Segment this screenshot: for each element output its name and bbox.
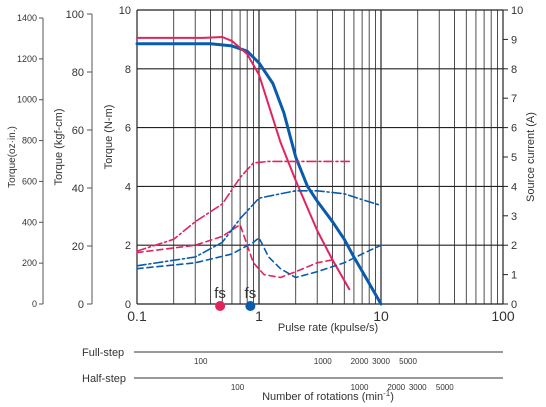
y-tick-label-source-current: 3 [511, 211, 517, 223]
y-tick-label-kgf-cm: 40 [72, 183, 84, 195]
y-tick-label-kgf-cm: 0 [78, 299, 84, 311]
fs-marker-dot-1 [215, 301, 226, 311]
y-tick-label-nm: 6 [125, 123, 131, 135]
y-tick-label-nm: 4 [125, 181, 131, 193]
chart-markers: fs fs [214, 285, 256, 311]
x-tick-label: 100 [491, 308, 515, 324]
x-tick-label: 0.1 [127, 308, 147, 324]
y-tick-label-oz-in: 600 [22, 176, 37, 186]
rpm-tick-label: 1000 [314, 357, 332, 366]
y-tick-label-source-current: 2 [511, 240, 517, 252]
series-line-5 [136, 190, 382, 267]
y-tick-label-source-current: 9 [511, 34, 517, 46]
rpm-tick-label: 2000 [351, 357, 369, 366]
rpm-tick-label: 3000 [372, 357, 390, 366]
rpm-scale-label: Half-step [82, 373, 126, 385]
y-tick-label-source-current: 0 [511, 299, 517, 311]
y-tick-label-source-current: 8 [511, 64, 517, 76]
y-tick-label-kgf-cm: 20 [72, 241, 84, 253]
series-line-3 [136, 160, 351, 252]
y-tick-label-oz-in: 400 [22, 217, 37, 227]
y-tick-label-kgf-cm: 80 [72, 67, 84, 79]
y-tick-label-oz-in: 1200 [17, 54, 37, 64]
rpm-tick-label: 5000 [399, 357, 417, 366]
x-axis-label: Pulse rate (kpulse/s) [278, 322, 378, 334]
fs-marker-dot-2 [245, 301, 256, 311]
y-tick-label-kgf-cm: 100 [66, 9, 84, 21]
y-tick-label-source-current: 10 [511, 5, 523, 17]
rpm-tick-label: 3000 [409, 383, 427, 392]
chart-grid [137, 10, 503, 304]
y-tick-label-source-current: 1 [511, 270, 517, 282]
y-tick-label-source-current: 6 [511, 123, 517, 135]
y-tick-label-nm: 0 [125, 299, 131, 311]
y-axis-label-source-current: Source current (A) [525, 112, 537, 202]
rpm-axis-label: Number of rotations (min-1) [262, 389, 394, 403]
y-tick-label-oz-in: 800 [22, 136, 37, 146]
y-tick-label-nm: 8 [125, 64, 131, 76]
fs-marker-label-2: fs [245, 285, 257, 302]
y-tick-label-source-current: 7 [511, 93, 517, 105]
x-tick-label: 10 [373, 308, 389, 324]
y-tick-label-oz-in: 0 [32, 299, 37, 309]
y-tick-label-oz-in: 1400 [17, 13, 37, 23]
y-tick-label-nm: 2 [125, 240, 131, 252]
y-axis-label-oz-in: Torque(oz·in.) [7, 126, 18, 188]
chart-series [135, 36, 383, 306]
rpm-tick-label: 2000 [387, 383, 405, 392]
fs-marker-label-1: fs [214, 285, 226, 302]
rpm-tick-label: 100 [194, 357, 208, 366]
y-tick-label-oz-in: 1000 [17, 95, 37, 105]
y-tick-label-source-current: 4 [511, 181, 517, 193]
series-line-1 [135, 42, 383, 306]
y-tick-label-kgf-cm: 60 [72, 125, 84, 137]
y-axis-label-kgf-cm: Torque (kgf-cm) [53, 108, 65, 185]
series-line-6 [136, 237, 382, 279]
rpm-scale-label: Full-step [82, 347, 124, 359]
y-tick-label-nm: 10 [119, 5, 131, 17]
y-tick-label-source-current: 5 [511, 152, 517, 164]
y-axis-label-nm: Torque (N-m) [103, 105, 115, 170]
series-line-4 [136, 223, 334, 279]
x-tick-label: 1 [255, 308, 263, 324]
rpm-tick-label: 100 [231, 383, 245, 392]
rpm-tick-label: 1000 [351, 383, 369, 392]
rpm-tick-label: 5000 [436, 383, 454, 392]
y-tick-label-oz-in: 200 [22, 258, 37, 268]
